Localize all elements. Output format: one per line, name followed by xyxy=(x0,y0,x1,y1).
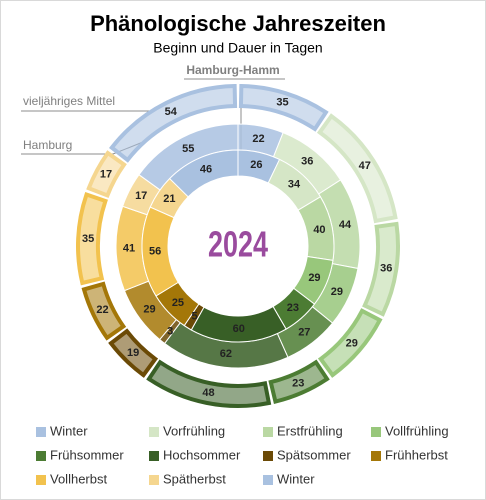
legend-label: Vollherbst xyxy=(50,471,107,486)
data-label: 40 xyxy=(313,224,325,236)
legend-label: Vollfrühling xyxy=(385,423,449,438)
data-label: 29 xyxy=(346,338,358,350)
legend-swatch xyxy=(36,427,46,437)
data-label: 36 xyxy=(380,262,392,274)
legend-swatch xyxy=(36,451,46,461)
data-label: 46 xyxy=(200,163,212,175)
data-label: 35 xyxy=(82,233,94,245)
data-label: 5 xyxy=(191,311,197,323)
data-label: 62 xyxy=(220,348,232,360)
legend-swatch xyxy=(263,475,273,485)
legend-swatch xyxy=(263,451,273,461)
legend-label: Winter xyxy=(50,423,88,438)
legend-swatch xyxy=(263,427,273,437)
data-label: 41 xyxy=(123,242,135,254)
data-label: 17 xyxy=(135,190,147,202)
legend-swatch xyxy=(36,475,46,485)
legend-swatch xyxy=(371,451,381,461)
ring-segment xyxy=(108,328,159,378)
rings xyxy=(76,83,400,408)
legend-swatch xyxy=(149,427,159,437)
data-label: 19 xyxy=(127,347,139,359)
data-label: 17 xyxy=(100,169,112,181)
data-label: 47 xyxy=(359,160,371,172)
data-label: 54 xyxy=(165,106,178,118)
data-label: 26 xyxy=(250,159,262,171)
data-label: 60 xyxy=(233,323,245,335)
ring-segment xyxy=(168,149,239,198)
data-label: 34 xyxy=(288,179,301,191)
series-annotation: Hamburg-Hamm xyxy=(186,63,279,77)
legend-swatch xyxy=(371,427,381,437)
data-label: 25 xyxy=(172,297,184,309)
series-annotation: Hamburg xyxy=(23,138,72,152)
ring-segment xyxy=(81,281,127,341)
data-label: 23 xyxy=(287,302,299,314)
chart-title: Phänologische Jahreszeiten xyxy=(90,11,386,36)
data-label: 3 xyxy=(167,325,173,337)
legend-label: Erstfrühling xyxy=(277,423,343,438)
legend-swatch xyxy=(149,451,159,461)
legend-label: Spätherbst xyxy=(163,471,226,486)
legend-swatch xyxy=(149,475,159,485)
legend-label: Frühsommer xyxy=(50,447,124,462)
data-label: 23 xyxy=(292,377,304,389)
legend-label: Hochsommer xyxy=(163,447,241,462)
ring-segment xyxy=(86,150,127,199)
data-label: 35 xyxy=(276,97,288,109)
data-label: 21 xyxy=(163,193,175,205)
data-label: 56 xyxy=(149,245,161,257)
ring-segment xyxy=(109,83,238,163)
legend-label: Vorfrühling xyxy=(163,423,225,438)
ring-segment xyxy=(76,191,108,286)
data-label: 48 xyxy=(202,387,214,399)
center-text: 2024 xyxy=(208,224,268,265)
data-label: 29 xyxy=(143,304,155,316)
data-label: 22 xyxy=(252,133,264,145)
ring-segment xyxy=(316,113,398,224)
data-label: 36 xyxy=(301,156,313,168)
legend-label: Spätsommer xyxy=(277,447,351,462)
data-label: 27 xyxy=(298,326,310,338)
ring-segment xyxy=(317,308,383,378)
ring-segment xyxy=(238,83,329,132)
data-label: 55 xyxy=(182,143,194,155)
ring-segment xyxy=(362,221,400,317)
ring-segment xyxy=(146,359,272,408)
ring-segment xyxy=(268,359,330,404)
chart-subtitle: Beginn und Dauer in Tagen xyxy=(153,40,322,56)
data-label: 29 xyxy=(331,286,343,298)
legend-label: Winter xyxy=(277,471,315,486)
data-label: 44 xyxy=(339,219,352,231)
data-label: 29 xyxy=(308,272,320,284)
data-label: 22 xyxy=(96,304,108,316)
legend-label: Frühherbst xyxy=(385,447,448,462)
series-annotation: vieljähriges Mittel xyxy=(23,94,115,108)
